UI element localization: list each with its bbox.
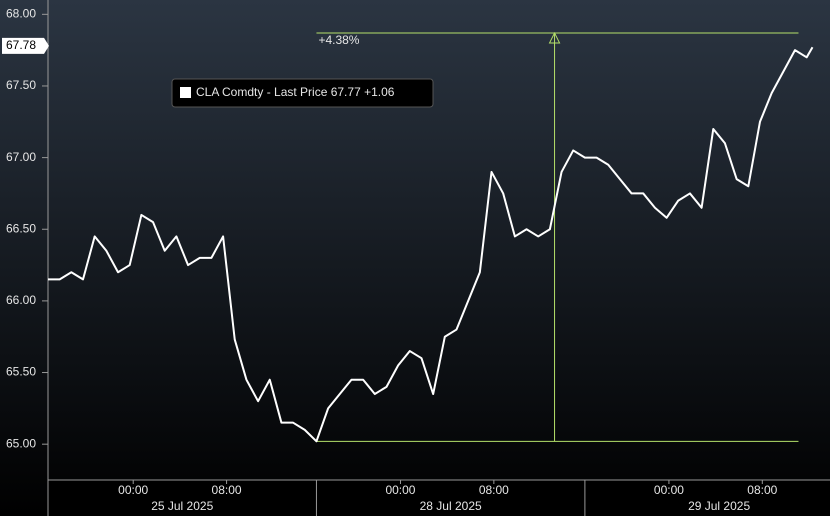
last-price-label: 67.78	[6, 38, 36, 52]
legend-swatch	[180, 87, 191, 98]
x-tick-label: 00:00	[654, 483, 684, 497]
x-tick-label: 08:00	[747, 483, 777, 497]
y-tick-label: 67.00	[6, 150, 36, 164]
legend-box	[171, 78, 434, 108]
y-tick-label: 65.00	[6, 436, 36, 450]
y-tick-label: 67.50	[6, 78, 36, 92]
y-tick-label: 66.50	[6, 221, 36, 235]
x-tick-label: 08:00	[479, 483, 509, 497]
date-label: 29 Jul 2025	[688, 499, 750, 513]
legend-label: CLA Comdty - Last Price 67.77 +1.06	[196, 85, 395, 99]
x-tick-label: 00:00	[118, 483, 148, 497]
y-tick-label: 68.00	[6, 7, 36, 21]
date-label: 28 Jul 2025	[420, 499, 482, 513]
measure-label: +4.38%	[318, 33, 359, 47]
measure-arrow-head	[548, 31, 561, 44]
date-label: 25 Jul 2025	[151, 499, 213, 513]
x-axis-band	[48, 480, 830, 516]
x-tick-label: 08:00	[212, 483, 242, 497]
last-price-tag	[2, 37, 49, 54]
price-line	[48, 46, 814, 443]
x-tick-label: 00:00	[385, 483, 415, 497]
y-tick-label: 65.50	[6, 365, 36, 379]
y-tick-label: 66.00	[6, 293, 36, 307]
